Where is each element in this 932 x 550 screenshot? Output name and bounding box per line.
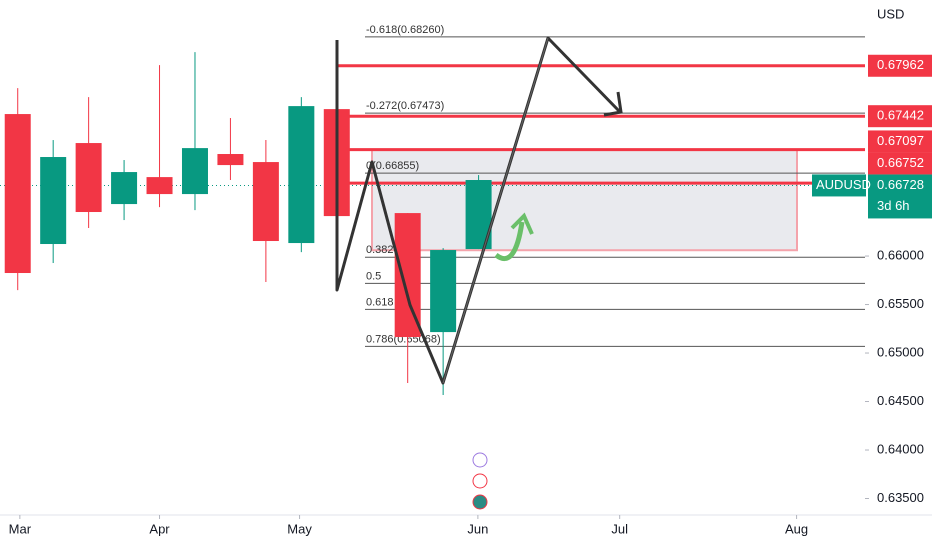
y-tick-label: 0.65000: [877, 344, 924, 359]
fib-label: 0.618: [366, 296, 394, 308]
y-tick-label: 0.64500: [877, 393, 924, 408]
thin-path: [442, 37, 549, 384]
currency-label: USD: [877, 6, 904, 21]
y-tick-label: 0.66000: [877, 247, 924, 262]
annotation: [335, 36, 623, 510]
symbol-label: AUDUSD: [816, 177, 871, 192]
x-tick-label: May: [287, 521, 312, 536]
arrow-head: [603, 91, 623, 117]
y-tick-label: 0.65500: [877, 296, 924, 311]
candle-body: [288, 106, 315, 244]
y-tick-label: 0.64000: [877, 441, 924, 456]
price-tag: [868, 130, 932, 153]
fib-label: -0.272(0.67473): [366, 100, 444, 112]
symbol-tag: [812, 174, 866, 197]
price-tag: [868, 174, 932, 219]
event-icon: [472, 452, 488, 468]
fib-label: -0.618(0.68260): [366, 24, 444, 36]
price-tag: [868, 152, 932, 175]
price-tag-label: 0.66728: [877, 177, 924, 192]
x-tick-label: Jun: [467, 521, 488, 536]
candle-body: [4, 114, 31, 274]
event-icon: [472, 473, 488, 489]
countdown: 3d 6h: [877, 198, 910, 213]
candle-body: [181, 148, 208, 195]
price-tag: [868, 54, 932, 77]
candle-body: [217, 154, 244, 166]
price-tag: [868, 105, 932, 128]
y-tick-label: 0.63500: [877, 490, 924, 505]
candle-body: [430, 250, 457, 333]
fib-label: 0(0.66855): [366, 160, 419, 172]
candle-body: [75, 143, 102, 213]
price-tag-label: 0.67097: [877, 133, 924, 148]
price-tag-label: 0.67962: [877, 57, 924, 72]
x-tick-label: Apr: [149, 521, 170, 536]
green-arrow: [494, 221, 525, 262]
price-tag-label: 0.67442: [877, 108, 924, 123]
x-tick-label: Mar: [9, 521, 32, 536]
zone: [371, 148, 798, 252]
fib-label: 0.5: [366, 270, 381, 282]
candle-body: [252, 162, 279, 242]
x-tick-label: Aug: [785, 521, 808, 536]
event-icon: [472, 494, 488, 510]
price-tag-label: 0.66752: [877, 155, 924, 170]
x-tick-label: Jul: [611, 521, 628, 536]
candle-body: [146, 177, 173, 195]
green-arrow-head: [510, 212, 534, 235]
candle-body: [40, 157, 67, 245]
candle-body: [111, 172, 138, 205]
fib-label: 0.382: [366, 244, 394, 256]
